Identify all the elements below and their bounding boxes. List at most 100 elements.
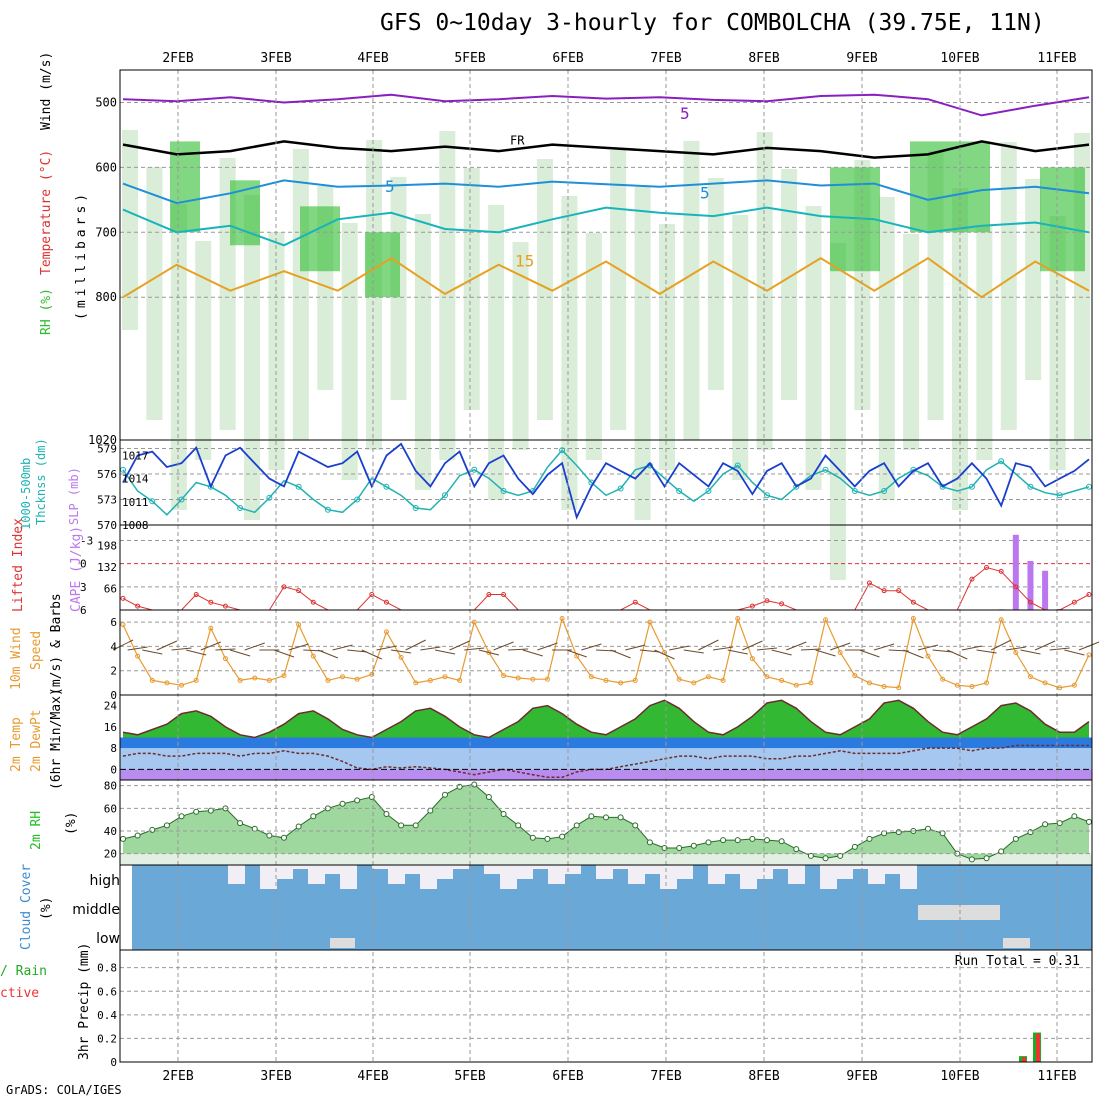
precip-tick: 0 bbox=[110, 1056, 117, 1069]
wind-speed-marker bbox=[149, 677, 155, 683]
lifted-index-marker bbox=[896, 588, 902, 594]
high-cloud-cell bbox=[788, 865, 805, 884]
wind-barb bbox=[1078, 641, 1100, 651]
rh-marker bbox=[968, 856, 975, 863]
high-cloud-cell bbox=[548, 865, 565, 884]
wind-speed-label: Speed bbox=[29, 631, 44, 670]
rh-marker bbox=[895, 829, 902, 836]
li-tick: 6 bbox=[80, 604, 87, 617]
wind-barb bbox=[859, 649, 880, 658]
wind-tick: 2 bbox=[110, 665, 117, 678]
high-cloud-cell bbox=[564, 865, 581, 874]
rh-band bbox=[732, 215, 749, 480]
top-date-label: 5FEB bbox=[454, 51, 485, 66]
lifted-index-marker bbox=[779, 601, 785, 607]
rh-marker bbox=[983, 855, 990, 862]
rh-marker bbox=[251, 825, 258, 832]
rh-high-band bbox=[300, 206, 340, 272]
cloud-axis-label: Cloud Cover bbox=[19, 864, 34, 950]
lifted-index-marker bbox=[749, 603, 755, 609]
wind-speed-marker bbox=[164, 680, 170, 686]
precip-tick: 0.4 bbox=[97, 1009, 117, 1022]
wind-barb bbox=[683, 649, 704, 654]
rh-tick: 40 bbox=[104, 825, 117, 838]
lifted-index-marker bbox=[1086, 592, 1092, 598]
high-cloud-cell bbox=[260, 865, 277, 889]
temp-axis-label: 2m Temp bbox=[9, 717, 24, 772]
high-cloud-cell bbox=[452, 865, 469, 869]
rh-tick: 20 bbox=[104, 848, 117, 861]
wind-speed-marker bbox=[925, 653, 931, 659]
wind-barb bbox=[903, 649, 924, 659]
thickness-tick: 579 bbox=[97, 443, 117, 456]
rh-high-band bbox=[170, 141, 200, 233]
wind-speed-marker bbox=[296, 622, 302, 628]
rh-marker bbox=[471, 781, 478, 788]
wind-speed-marker bbox=[779, 677, 785, 683]
thickness-label-2: Thcknss (dm) bbox=[34, 438, 48, 525]
thickness-marker bbox=[149, 498, 156, 505]
y-tick-label: 500 bbox=[95, 95, 117, 109]
high-cloud-cell bbox=[644, 865, 661, 874]
wind-barb bbox=[654, 649, 675, 660]
minmax-axis-label: (6hr Min/Max) bbox=[49, 688, 64, 790]
thickness-marker bbox=[939, 483, 946, 490]
high-cloud-cell bbox=[276, 865, 293, 879]
high-cloud-cell bbox=[628, 865, 645, 884]
rh-marker bbox=[398, 822, 405, 829]
wind-barb bbox=[1034, 640, 1056, 651]
rh-marker bbox=[529, 834, 536, 841]
wind-speed-marker bbox=[1013, 650, 1019, 655]
lifted-index-marker bbox=[135, 603, 141, 609]
high-cloud-cell bbox=[484, 865, 501, 874]
wind-speed-marker bbox=[135, 653, 141, 659]
rh-tick: 80 bbox=[104, 780, 117, 793]
wind-speed-marker bbox=[442, 674, 448, 680]
rh-marker bbox=[764, 837, 770, 844]
rh-marker bbox=[778, 838, 785, 845]
cape-bar bbox=[1012, 534, 1019, 610]
rh-band bbox=[122, 130, 138, 330]
rh-marker bbox=[720, 837, 727, 844]
li-tick: 3 bbox=[80, 581, 87, 594]
wind-speed-marker bbox=[501, 673, 507, 679]
top-date-label: 4FEB bbox=[357, 51, 388, 66]
wind-barb bbox=[1005, 646, 1026, 651]
high-cloud-cell bbox=[772, 865, 789, 869]
rh-marker bbox=[705, 839, 712, 846]
thickness-marker bbox=[383, 483, 390, 490]
wind-speed-marker bbox=[837, 650, 843, 655]
cape-label: CAPE (J/kg) bbox=[69, 526, 84, 612]
rh-band bbox=[903, 234, 920, 450]
wind-barb bbox=[976, 649, 997, 654]
rh-band bbox=[829, 243, 846, 580]
high-cloud-cell bbox=[500, 865, 517, 889]
rh-marker bbox=[749, 835, 756, 842]
precip-axis-label: 3hr Precip (mm) bbox=[77, 943, 92, 1060]
wind-speed-marker bbox=[179, 682, 185, 688]
thickness-marker bbox=[822, 466, 829, 473]
wind-barb bbox=[200, 641, 222, 651]
millibars-label: (millibars) bbox=[74, 190, 89, 320]
dew-label: 2m DewPt bbox=[29, 709, 44, 772]
wind-speed-marker bbox=[252, 675, 258, 681]
high-cloud-cell bbox=[740, 865, 757, 889]
wind-speed-marker bbox=[866, 680, 872, 686]
rh-high-band bbox=[1040, 167, 1085, 272]
wind-speed-marker bbox=[823, 617, 829, 623]
wind-speed-marker bbox=[1071, 682, 1077, 688]
wind-axis-label: 10m Wind bbox=[9, 627, 24, 690]
cloud-cell bbox=[330, 938, 355, 948]
wind-barb bbox=[639, 649, 660, 653]
wind-barb bbox=[288, 643, 309, 651]
rh-axis-label: RH (%) bbox=[39, 288, 54, 335]
rh-band bbox=[512, 242, 529, 450]
contour-label: 5 bbox=[680, 104, 690, 123]
wind-speed-marker bbox=[354, 676, 360, 682]
rh-marker bbox=[456, 783, 463, 790]
thickness-tick: 570 bbox=[97, 519, 117, 532]
high-cloud-cell bbox=[532, 865, 549, 869]
wind-barb bbox=[449, 640, 470, 651]
high-cloud-cell bbox=[292, 865, 309, 869]
